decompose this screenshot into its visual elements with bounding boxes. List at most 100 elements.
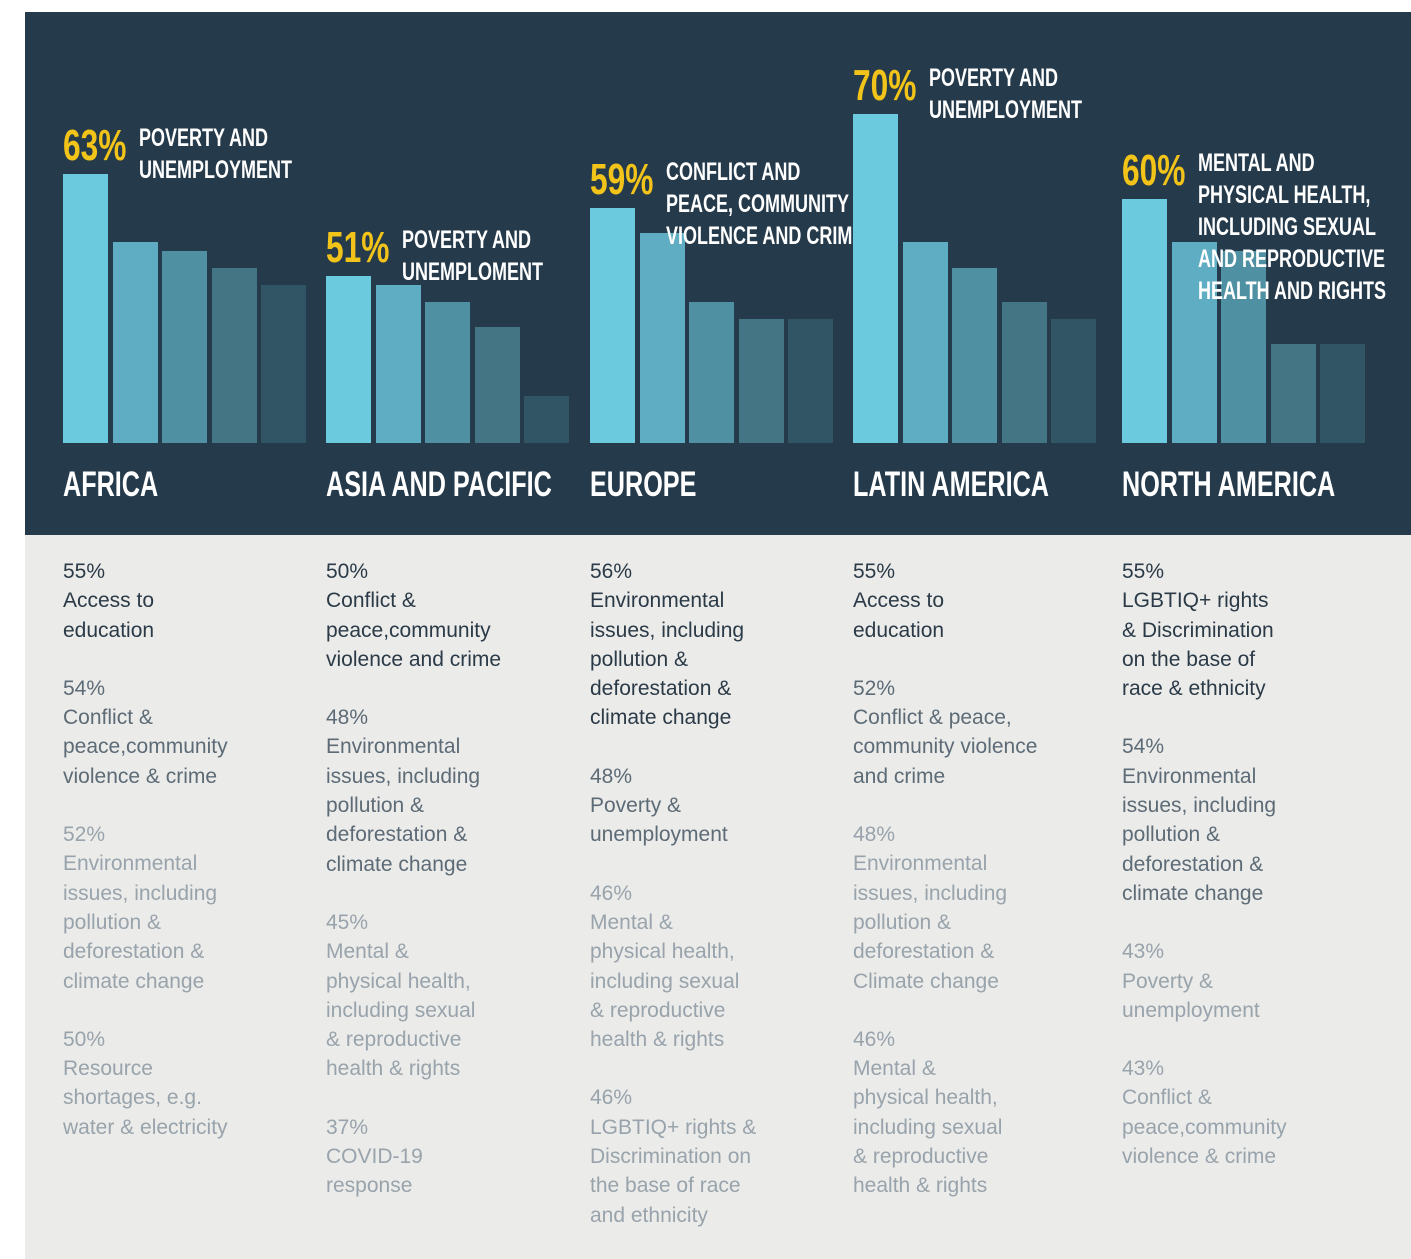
item-label-line: climate change: [63, 969, 205, 993]
item-label-line: response: [326, 1174, 413, 1198]
item-label-line: Poverty &: [1122, 969, 1214, 993]
item-label-line: deforestation &: [590, 677, 732, 701]
item-label-line: Environmental: [326, 735, 461, 759]
item-label-line: Conflict &: [326, 589, 416, 613]
item-label-line: issues, including: [590, 618, 745, 642]
item-label-line: unemployment: [590, 823, 728, 847]
item: 48% Poverty & unemployment: [590, 762, 850, 850]
item-label-line: Conflict &: [1122, 1086, 1212, 1110]
item-label-line: including sexual: [326, 998, 476, 1022]
item: 48% Environmental issues, including polluti…: [853, 820, 1113, 996]
item: 55% Access to education: [853, 557, 1113, 645]
item-label-line: health & rights: [326, 1057, 461, 1081]
item: 54% Environmental issues, including polluti…: [1122, 732, 1382, 908]
item-value-label: 54%: [1122, 735, 1165, 759]
item-label-line: pollution &: [326, 794, 425, 818]
item-value-label: 37%: [326, 1115, 369, 1139]
item: 43% Poverty & unemployment: [1122, 937, 1382, 1025]
item-label-line: race & ethnicity: [1122, 677, 1266, 701]
top-value-label: 51%: [326, 223, 390, 273]
item-label-line: physical health,: [853, 1086, 998, 1110]
top-label-line: UNEMPLOYMENT: [929, 96, 1082, 124]
item-label-line: deforestation &: [326, 823, 468, 847]
item-label-line: & Discrimination: [1122, 618, 1274, 642]
item-label-line: Mental &: [326, 940, 409, 964]
top-label-line: POVERTY AND: [402, 226, 532, 255]
item-value-label: 45%: [326, 910, 369, 934]
item-label-line: Poverty &: [590, 794, 682, 818]
bar: [326, 276, 371, 443]
item-label-line: on the base of: [1122, 647, 1256, 671]
top-label: MENTAL AND PHYSICAL HEALTH, INCLUDING SEXU…: [1198, 147, 1386, 307]
bar: [1001, 301, 1047, 443]
item-label-line: peace,community: [63, 735, 228, 759]
region-name: AFRICA: [63, 465, 159, 504]
item-label-line: Access to: [853, 589, 945, 613]
bar: [1122, 199, 1167, 443]
item-label-line: Environmental: [63, 852, 198, 876]
item-label-line: Conflict &: [63, 706, 153, 730]
item-label-line: pollution &: [1122, 823, 1221, 847]
item-label-line: unemployment: [1122, 998, 1260, 1022]
bar: [952, 267, 997, 443]
item-label-line: physical health,: [326, 969, 471, 993]
item-label-line: physical health,: [590, 940, 735, 964]
item-label-line: & reproductive: [590, 998, 726, 1022]
item-value-label: 46%: [590, 1086, 633, 1110]
item-value-label: 52%: [853, 676, 896, 700]
bar: [261, 284, 306, 443]
item-value-label: 56%: [590, 560, 633, 583]
bar: [375, 284, 421, 443]
top-value-label: 70%: [853, 61, 917, 110]
bar: [63, 173, 108, 443]
bar: [853, 114, 898, 443]
bar: [112, 242, 158, 443]
item-label-line: violence & crime: [1122, 1145, 1277, 1169]
top-label: CONFLICT AND PEACE, COMMUNITY VIOLENCE AND…: [666, 156, 864, 252]
bar: [738, 318, 784, 443]
top-label: POVERTY AND UNEMPLOYMENT: [139, 122, 292, 186]
item-label-line: including sexual: [590, 969, 740, 993]
top-label: POVERTY AND UNEMPLOMENT: [402, 224, 543, 288]
bar: [689, 301, 734, 443]
item-label-line: pollution &: [853, 910, 952, 934]
bar: [162, 250, 207, 443]
item-value-label: 43%: [1122, 940, 1165, 964]
item-value-label: 48%: [853, 823, 896, 847]
item: 48% Environmental issues, including polluti…: [326, 703, 586, 879]
item: 55% LGBTIQ+ rights & Discrimination on the …: [1122, 557, 1382, 703]
item-label-line: Mental &: [590, 910, 673, 934]
region-name: NORTH AMERICA: [1122, 465, 1336, 504]
bar: [788, 318, 833, 443]
bar: [1270, 344, 1316, 443]
item-label-line: deforestation &: [853, 940, 995, 964]
bar: [211, 267, 257, 443]
item-label-line: peace,community: [326, 618, 491, 642]
top-label-line: POVERTY AND: [929, 64, 1059, 92]
item: 54% Conflict & peace,community violence & c…: [63, 674, 323, 791]
item-label-line: issues, including: [326, 764, 481, 788]
top-label-line: PEACE, COMMUNITY: [666, 189, 850, 218]
item-label-line: Conflict & peace,: [853, 706, 1012, 730]
item-value-label: 55%: [853, 560, 896, 583]
item-label-line: climate change: [590, 706, 732, 730]
item-label-line: LGBTIQ+ rights: [1122, 589, 1269, 613]
item-label-line: violence & crime: [63, 764, 218, 788]
item-list: 50% Conflict & peace,community violence and…: [326, 557, 586, 1230]
bar: [1051, 318, 1096, 443]
item-label-line: deforestation &: [1122, 852, 1264, 876]
item: 50% Resource shortages, e.g. water & electr…: [63, 1025, 323, 1142]
item-label-line: pollution &: [590, 647, 689, 671]
item-label-line: Environmental: [1122, 764, 1257, 788]
top-label-line: PHYSICAL HEALTH,: [1198, 181, 1371, 210]
item-label-line: community violence: [853, 735, 1038, 759]
item-label-line: deforestation &: [63, 940, 205, 964]
top-label-line: MENTAL AND: [1198, 149, 1315, 178]
item: 46% Mental & physical health, including sex…: [853, 1025, 1113, 1201]
region-name: EUROPE: [590, 465, 697, 504]
top-label-line: UNEMPLOMENT: [402, 258, 543, 287]
top-label: POVERTY AND UNEMPLOYMENT: [929, 62, 1082, 126]
item-value-label: 50%: [63, 1027, 106, 1051]
top-label-line: CONFLICT AND: [666, 157, 801, 186]
